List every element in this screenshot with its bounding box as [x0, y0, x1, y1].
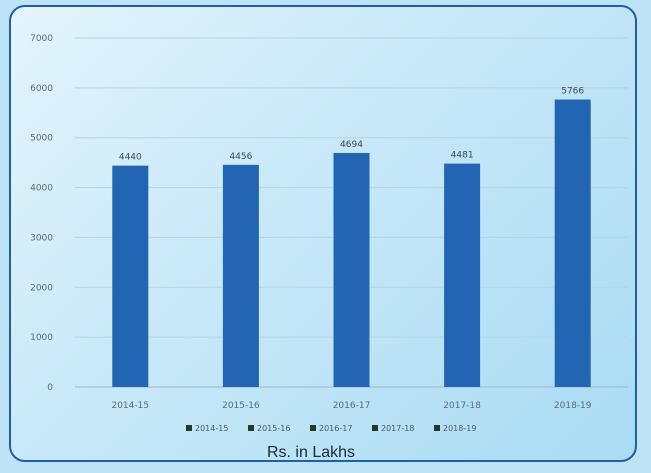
bar	[333, 152, 370, 387]
x-tick-label: 2014-15	[111, 401, 149, 411]
y-tick-label: 1000	[30, 333, 53, 343]
y-tick-label: 2000	[30, 283, 53, 293]
y-tick-label: 5000	[30, 134, 53, 144]
chart-caption: Rs. in Lakhs	[267, 444, 355, 461]
legend-entry: 2015-16	[257, 424, 290, 433]
y-tick-label: 7000	[30, 34, 53, 44]
legend-marker	[310, 425, 316, 431]
legend: 2014-15 2015-16 2016-17 2017-18 2018-19	[186, 424, 476, 433]
bars	[112, 99, 591, 387]
bar	[554, 99, 591, 387]
data-label: 4694	[340, 140, 363, 150]
bar	[444, 163, 481, 387]
x-axis-ticks: 2014-15 2015-16 2016-17 2017-18 2018-19	[111, 401, 591, 411]
x-tick-label: 2018-19	[554, 401, 592, 411]
legend-entry: 2014-15	[195, 424, 228, 433]
y-tick-label: 4000	[30, 184, 53, 194]
legend-marker	[186, 425, 192, 431]
y-tick-label: 3000	[30, 233, 53, 243]
data-label: 4481	[451, 151, 474, 161]
legend-marker	[372, 425, 378, 431]
y-axis-ticks: 0 1000 2000 3000 4000 5000 6000 7000	[30, 34, 53, 393]
bar	[222, 164, 259, 387]
data-label: 5766	[561, 87, 584, 97]
data-label: 4440	[119, 153, 142, 163]
legend-entry: 2017-18	[381, 424, 414, 433]
x-tick-label: 2016-17	[333, 401, 371, 411]
legend-entry: 2018-19	[443, 424, 476, 433]
data-label: 4456	[229, 152, 252, 162]
data-labels: 4440 4456 4694 4481 5766	[119, 87, 585, 163]
legend-entry: 2016-17	[319, 424, 352, 433]
legend-marker	[248, 425, 254, 431]
y-tick-label: 0	[47, 383, 53, 393]
x-tick-label: 2015-16	[222, 401, 260, 411]
bar	[112, 165, 149, 387]
y-tick-label: 6000	[30, 84, 53, 94]
x-tick-label: 2017-18	[443, 401, 481, 411]
legend-marker	[434, 425, 440, 431]
